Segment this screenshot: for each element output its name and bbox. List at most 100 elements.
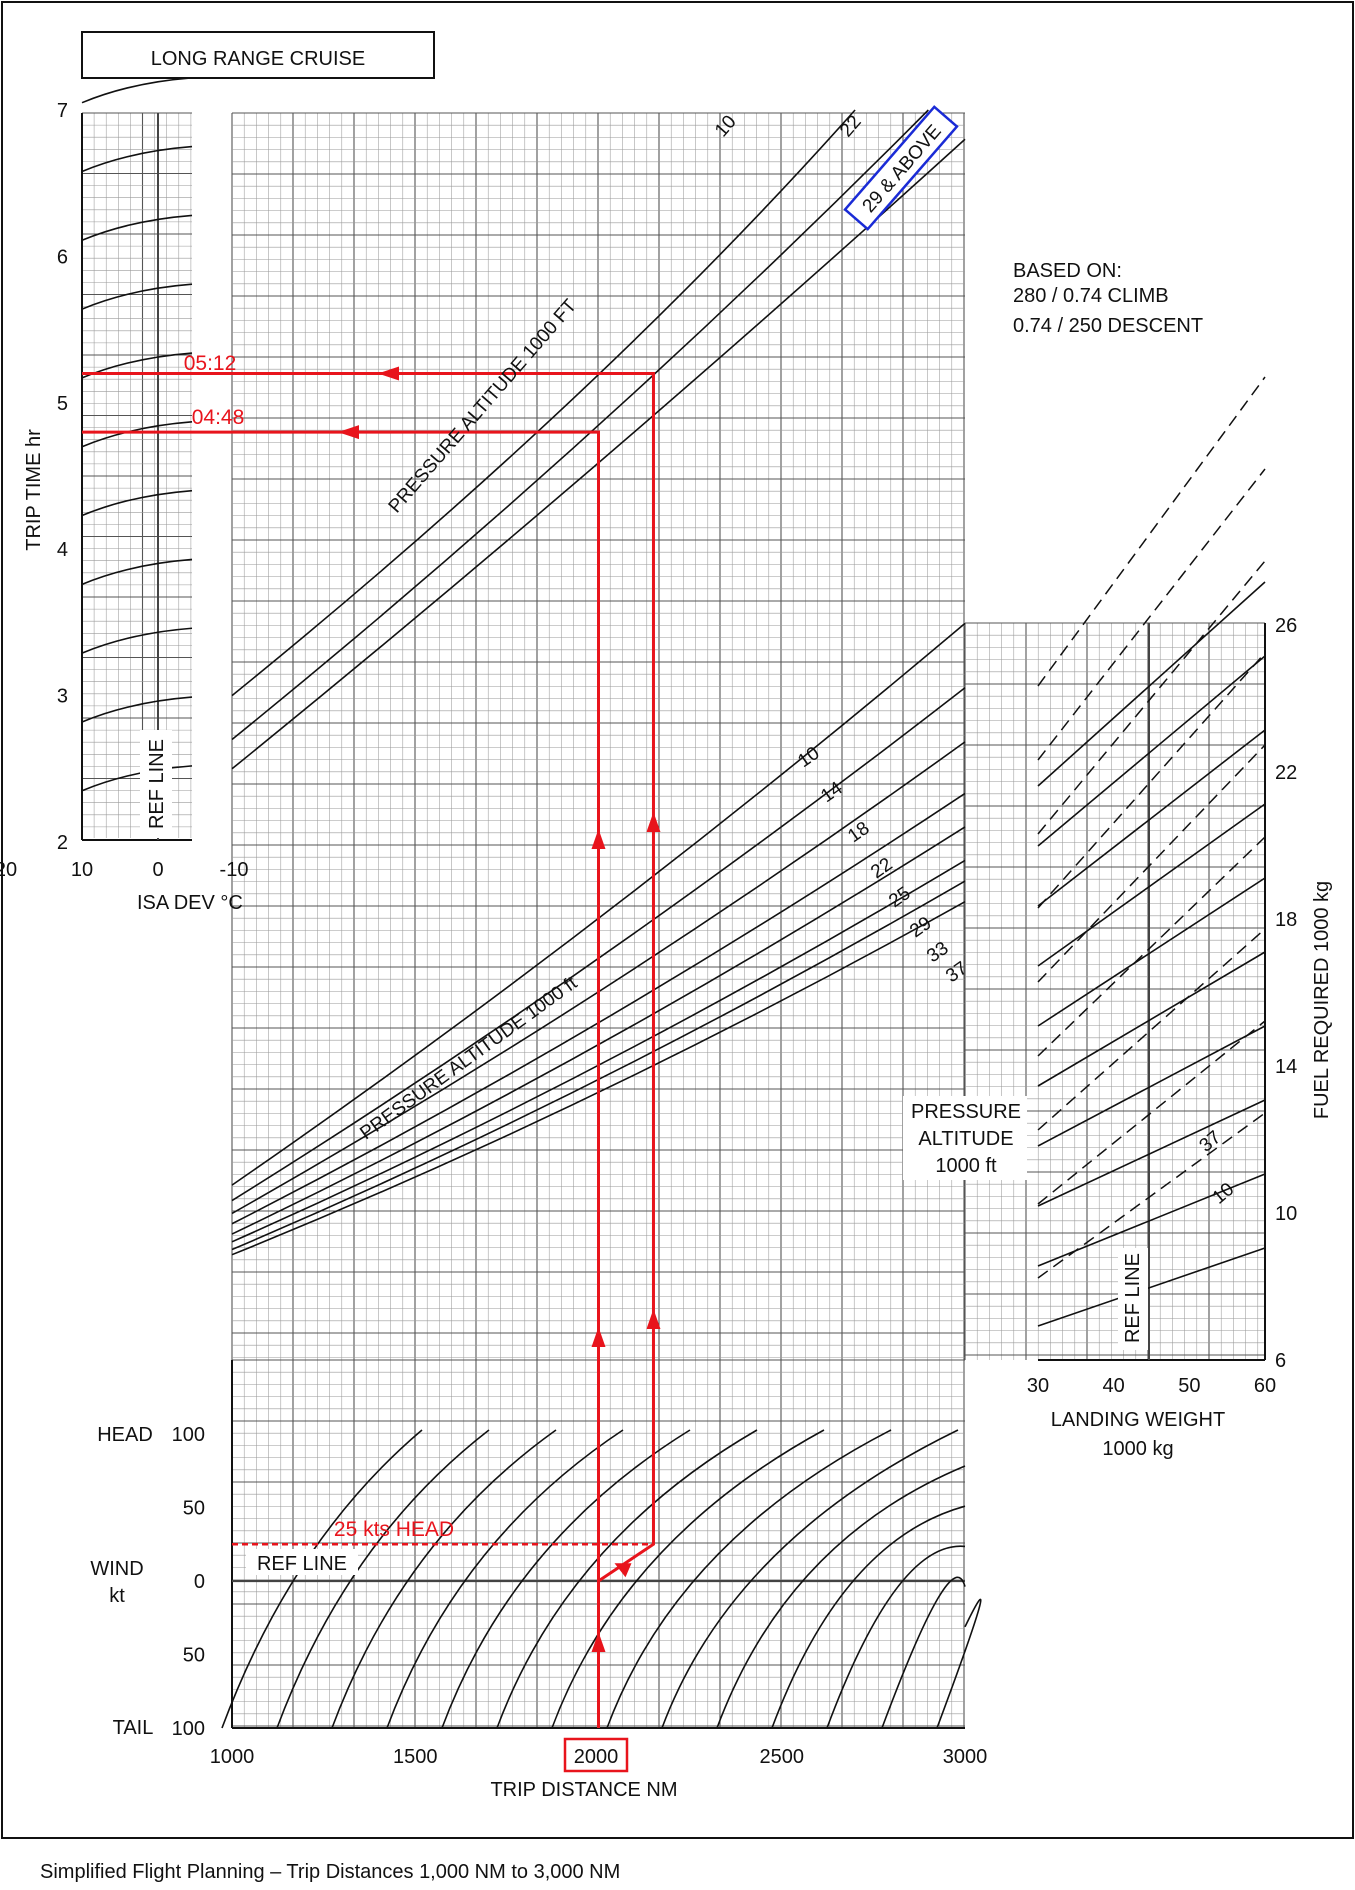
chart-title: LONG RANGE CRUISE [151,48,365,70]
trip-time-tick: 7 [57,100,68,122]
annotation-distance: 2000 [574,1746,619,1768]
wind-correction-curve [716,1465,966,1729]
isa-correction-line [81,696,193,723]
trip-distance-axis-label: TRIP DISTANCE NM [490,1779,677,1801]
wind-correction-curve [826,1545,966,1729]
wind-correction-curve [386,1429,624,1729]
wind-head-label: HEAD [97,1424,153,1446]
trip-time-curve-10 [231,109,856,697]
trip-time-tick: 2 [57,832,68,854]
wind-correction-curve [771,1505,966,1729]
path-with-wind [82,372,655,1583]
fuel-tick: 10 [1275,1203,1297,1225]
wind-label-2: kt [109,1585,125,1607]
landing-weight-dashed-line [1037,468,1266,761]
landing-weight-solid-line [1037,951,1266,1087]
isa-correction-line [81,283,193,310]
landing-weight-tick: 50 [1178,1375,1200,1397]
landing-weight-solid-line [1037,581,1266,787]
fuel-tick: 6 [1275,1350,1286,1372]
wind-tick: 100 [172,1718,205,1740]
based-on-line-3: 0.74 / 250 DESCENT [1013,315,1203,337]
distance-highlight-box [563,1737,629,1773]
landing-weight-solid-line [1037,1247,1266,1327]
arrow-left [378,366,399,381]
wind-ref-line-bg [246,1549,358,1575]
landing-weight-dashed-line [1037,1112,1266,1279]
arrow-up [646,812,661,832]
fuel-tick: 18 [1275,909,1297,931]
arrow-up [646,1309,661,1329]
wind-correction-curve [661,1429,959,1729]
press-alt-block-bg [903,1096,1027,1180]
wind-correction-curve [551,1429,825,1729]
arrow-diagonal [614,1563,632,1578]
isa-dev-tick: 0 [152,859,163,881]
isa-dev-axis-label: ISA DEV °C [137,892,243,914]
isa-correction-line [81,421,193,448]
isa-ref-line-bg [140,730,172,838]
wind-correction-curve [606,1429,892,1729]
arrow-up [591,1632,606,1652]
isa-ref-line-label: REF LINE [146,739,168,829]
landing-weight-solid-line [1037,877,1266,1027]
arrow-left [338,425,359,440]
wind-correction-curve [936,1598,982,1729]
trip-time-tick: 6 [57,246,68,268]
outer-frame [1,1,1354,1839]
landing-weight-tick: 60 [1254,1375,1276,1397]
landing-weight-tick: 40 [1103,1375,1125,1397]
trip-distance-tick: 2500 [760,1746,805,1768]
wind-correction-curve [441,1429,691,1729]
isa-correction-line [81,145,193,173]
wind-tick: 100 [172,1424,205,1446]
isa-correction-line [81,76,193,104]
lw-ref-line-bg [1118,1248,1148,1350]
lw-ref-line-label: REF LINE [1122,1253,1144,1343]
landing-weight-solid-line [1037,803,1266,967]
landing-weight-solid-line [1037,729,1266,907]
wind-label-1: WIND [90,1558,143,1580]
isa-correction-line [81,765,193,792]
landing-weight-dashed-line [1037,836,1266,1057]
fuel-axis-label: FUEL REQUIRED 1000 kg [1311,881,1333,1119]
wind-tick: 0 [194,1571,205,1593]
trip-distance-tick: 3000 [943,1746,988,1768]
isa-dev-tick: 10 [71,859,93,881]
fuel-tick: 22 [1275,762,1297,784]
isa-correction-line [81,214,193,242]
press-alt-block-line-3: 1000 ft [935,1155,997,1177]
landing-weight-label-2: 1000 kg [1102,1438,1173,1460]
wind-correction-curve [331,1429,557,1729]
trip-distance-tick: 1000 [210,1746,255,1768]
wind-ref-line-label: REF LINE [257,1553,347,1575]
isa-correction-line [81,558,193,586]
arrow-up [591,1327,606,1347]
press-alt-block-line-1: PRESSURE [911,1101,1021,1123]
press-alt-block-line-2: ALTITUDE [918,1128,1013,1150]
landing-weight-solid-line [1037,655,1266,847]
figure-caption: Simplified Flight Planning – Trip Distan… [40,1861,620,1883]
landing-weight-solid-line [1037,1099,1266,1207]
landing-weight-tick: 30 [1027,1375,1049,1397]
isa-correction-line [81,627,193,654]
trip-time-tick: 4 [57,539,68,561]
fuel-tick: 14 [1275,1056,1297,1078]
isa-dev-tick: -10 [220,859,249,881]
based-on-line-1: BASED ON: [1013,260,1122,282]
trip-distance-tick: 1500 [393,1746,438,1768]
arrow-up [591,829,606,849]
wind-tick: 50 [183,1645,205,1667]
trip-time-axis-label: TRIP TIME hr [23,429,45,551]
wind-correction-curve [881,1576,966,1729]
grid-group [81,112,1266,1729]
fuel-tick: 26 [1275,615,1297,637]
based-on-line-2: 280 / 0.74 CLIMB [1013,285,1169,307]
annotation-time-long: 05:12 [184,352,237,375]
landing-weight-dashed-line [1037,376,1266,687]
landing-weight-dashed-line [1037,928,1266,1131]
trip-time-tick: 5 [57,393,68,415]
isa-correction-line [81,489,193,517]
